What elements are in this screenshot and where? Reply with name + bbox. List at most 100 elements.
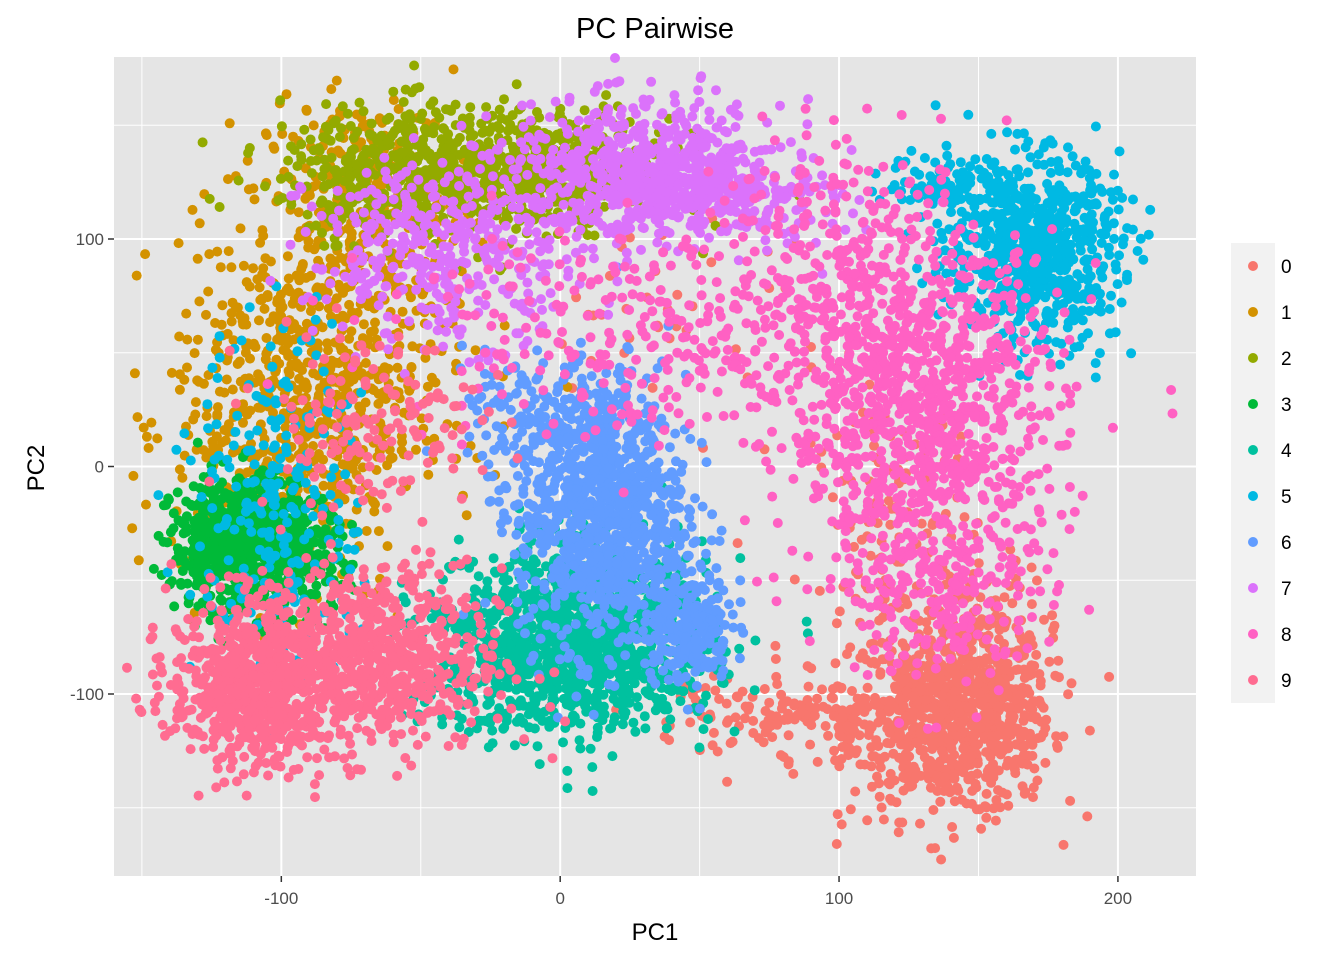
data-point [875, 762, 886, 773]
data-point [187, 204, 198, 215]
data-point [131, 270, 142, 281]
data-point [152, 433, 163, 444]
data-point [1007, 759, 1018, 770]
data-point [330, 241, 341, 251]
data-points [122, 53, 1178, 865]
data-point [303, 236, 314, 247]
data-point [179, 374, 190, 385]
data-point [984, 750, 995, 761]
data-point [936, 854, 947, 865]
data-point [915, 818, 925, 829]
data-point [607, 751, 618, 762]
data-point [831, 618, 842, 629]
data-point [558, 737, 568, 748]
data-point [335, 283, 345, 294]
data-point [232, 359, 243, 369]
data-point [1019, 726, 1029, 737]
data-point [417, 145, 427, 156]
data-point [948, 693, 958, 704]
data-point [836, 682, 847, 693]
data-point [1065, 795, 1076, 806]
data-point [1084, 725, 1095, 736]
data-point [382, 541, 393, 552]
data-point [141, 499, 151, 510]
data-point [299, 124, 310, 135]
data-point [722, 776, 733, 787]
data-point [899, 739, 910, 750]
data-point [384, 112, 395, 123]
data-point [770, 640, 781, 651]
data-point [293, 207, 304, 218]
data-point [1039, 614, 1049, 625]
data-point [948, 832, 959, 843]
data-point [873, 741, 884, 752]
data-point [211, 551, 222, 562]
data-point [321, 99, 332, 110]
data-point [806, 663, 817, 674]
data-point [192, 437, 203, 448]
data-point [345, 173, 355, 183]
data-point [937, 690, 948, 701]
data-point [678, 686, 689, 697]
data-point [260, 128, 271, 139]
data-point [181, 308, 192, 319]
data-point [400, 111, 411, 122]
data-point [874, 791, 885, 802]
data-point [882, 717, 893, 728]
data-point [430, 107, 441, 118]
data-point [878, 814, 889, 825]
data-point [1066, 678, 1077, 689]
data-point [934, 761, 945, 772]
data-point [722, 717, 732, 728]
data-point [173, 238, 184, 249]
data-point [848, 723, 859, 734]
data-point [1013, 703, 1024, 714]
data-point [806, 720, 817, 731]
data-point [223, 246, 234, 257]
data-point [320, 121, 331, 132]
data-point [235, 223, 246, 234]
data-point [429, 122, 440, 133]
data-point [453, 534, 464, 545]
data-point [585, 743, 596, 754]
data-point [216, 595, 227, 606]
data-point [441, 143, 452, 154]
data-point [177, 518, 188, 529]
data-point [454, 722, 465, 733]
data-point [780, 714, 791, 725]
data-point [419, 123, 430, 134]
data-point [534, 759, 545, 770]
data-point [694, 742, 705, 753]
data-point [317, 195, 328, 206]
data-point [140, 249, 151, 260]
data-point [361, 526, 372, 536]
data-point [370, 499, 380, 510]
data-point [1026, 562, 1037, 573]
data-point [305, 134, 316, 145]
data-point [301, 105, 312, 116]
data-point [331, 75, 342, 86]
data-point [177, 566, 188, 576]
data-point [1024, 630, 1035, 641]
data-point [981, 812, 992, 823]
data-point [211, 431, 222, 442]
data-point [897, 638, 908, 649]
data-point [129, 368, 140, 379]
data-point [1017, 781, 1028, 792]
data-point [834, 606, 845, 617]
data-point [178, 528, 189, 539]
data-point [772, 679, 783, 690]
data-point [162, 537, 173, 548]
data-point [223, 174, 233, 185]
data-point [928, 805, 939, 815]
data-point [243, 148, 254, 158]
data-point [318, 132, 329, 143]
data-point [319, 240, 330, 251]
data-point [1082, 811, 1093, 822]
data-point [698, 724, 709, 735]
data-point [647, 382, 658, 393]
data-point [966, 798, 977, 809]
data-point [1047, 610, 1058, 621]
data-point [226, 308, 237, 319]
data-point [410, 83, 421, 94]
